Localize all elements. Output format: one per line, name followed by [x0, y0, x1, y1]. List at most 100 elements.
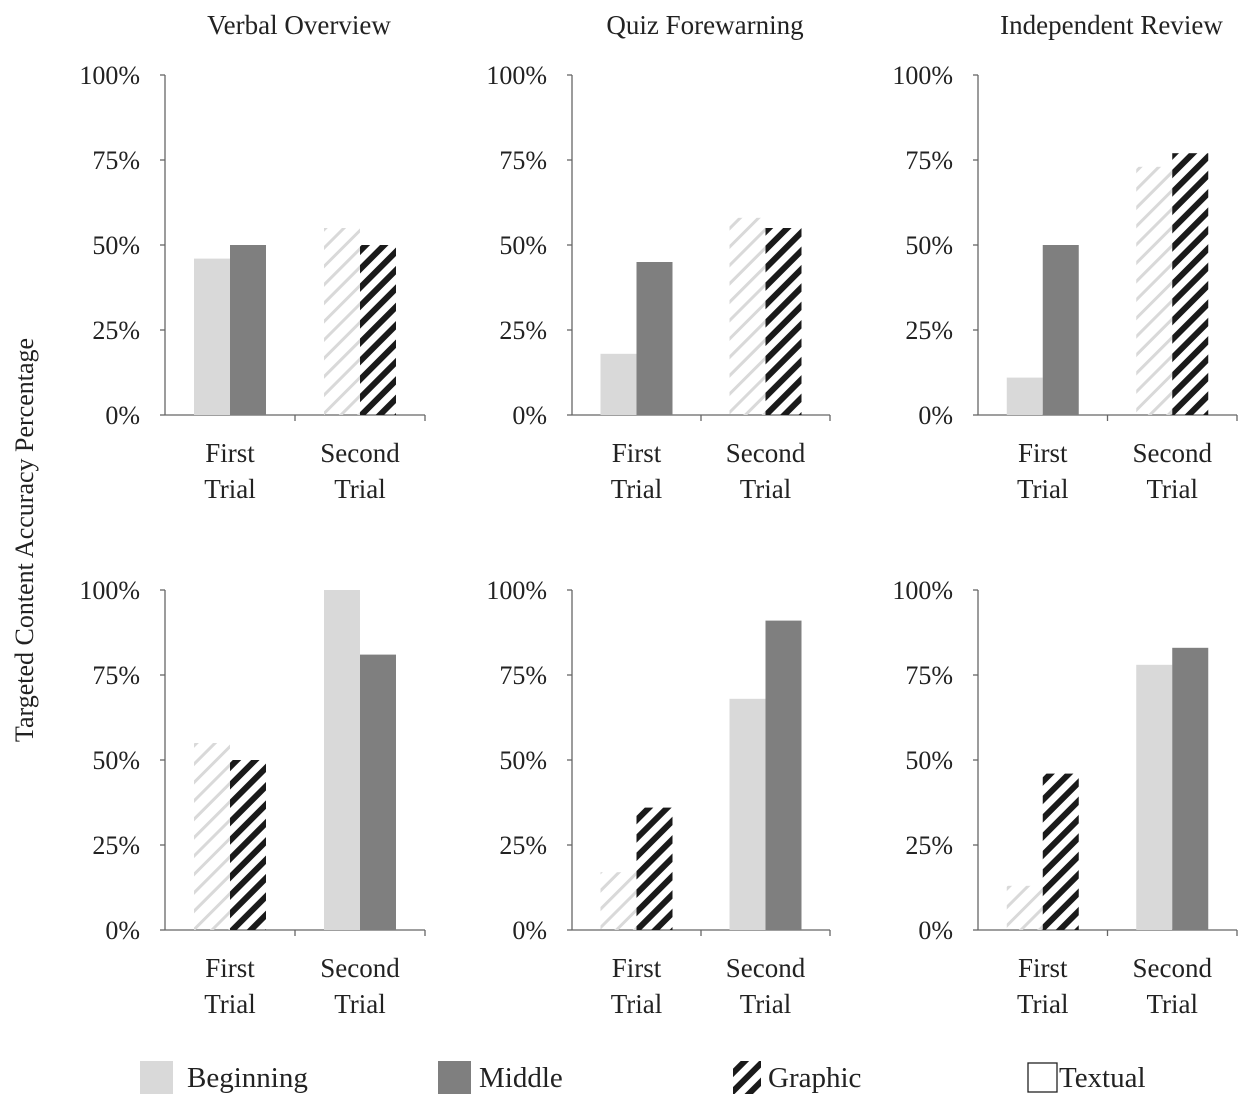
x-category-label: Second Trial [726, 438, 806, 504]
legend-label-beginning: Beginning [187, 1062, 308, 1094]
y-tick-label: 0% [918, 401, 953, 430]
x-category-label-line: Second [320, 438, 400, 468]
x-category-label-line: First [1018, 953, 1068, 983]
x-category-label-line: First [612, 953, 662, 983]
legend: Beginning Middle Graphic Textual [140, 1061, 1146, 1094]
legend-label-textual: Textual [1059, 1062, 1146, 1094]
bar-second-trial-textual [1136, 166, 1173, 415]
panel-5: 0% 25% 50% 75% 100% First Trial Second Trial [486, 576, 831, 1019]
y-tick-label: 50% [499, 746, 547, 775]
legend-label-graphic: Graphic [768, 1062, 861, 1094]
panel-2: Quiz Forewarning 0% 25% 50% 75% 100% First Tria… [486, 10, 831, 504]
x-category-label-line: Second [726, 438, 806, 468]
x-category-label-line: Trial [204, 989, 256, 1019]
bar-second-trial-graphic [765, 228, 802, 415]
x-category-label: First Trial [611, 953, 663, 1019]
y-tick-label: 50% [499, 231, 547, 260]
bar-first-trial-middle [230, 245, 266, 415]
y-tick-label: 50% [905, 746, 953, 775]
y-tick-label: 100% [79, 61, 140, 90]
y-tick-label: 0% [512, 916, 547, 945]
bar-second-trial-graphic [1172, 153, 1209, 415]
y-tick-label: 100% [892, 576, 953, 605]
y-tick-label: 50% [92, 231, 140, 260]
bar-first-trial-middle [636, 262, 673, 415]
bar-second-trial-beginning [729, 698, 766, 930]
legend-swatch-middle [438, 1061, 471, 1094]
legend-swatch-graphic [733, 1061, 761, 1094]
bar-second-trial-beginning [1136, 664, 1173, 930]
y-tick-label: 75% [499, 661, 547, 690]
bar-first-trial-textual [194, 743, 230, 930]
x-category-label-line: Trial [740, 474, 792, 504]
y-tick-label: 100% [79, 576, 140, 605]
bar-first-trial-textual [1006, 885, 1043, 930]
x-category-label: First Trial [204, 438, 256, 504]
panel-3: Independent Review 0% 25% 50% 75% 100% First Tr… [892, 10, 1238, 504]
bar-second-trial-middle [1172, 647, 1209, 930]
bar-second-trial-middle [765, 620, 802, 930]
y-tick-label: 25% [92, 316, 140, 345]
bar-first-trial-beginning [194, 258, 230, 415]
x-category-label-line: Trial [334, 474, 386, 504]
legend-swatch-beginning [140, 1061, 173, 1094]
x-category-label-line: First [205, 438, 255, 468]
x-category-label: First Trial [204, 953, 256, 1019]
y-tick-label: 25% [92, 831, 140, 860]
x-category-label: First Trial [1017, 438, 1069, 504]
x-category-label-line: Trial [334, 989, 386, 1019]
y-tick-label: 25% [499, 316, 547, 345]
x-category-label: Second Trial [1133, 953, 1213, 1019]
bar-first-trial-graphic [636, 807, 673, 930]
bar-first-trial-beginning [600, 353, 637, 415]
bar-first-trial-graphic [1042, 773, 1079, 930]
x-category-label-line: Trial [1017, 474, 1069, 504]
x-category-label-line: Trial [1146, 474, 1198, 504]
panel-title: Verbal Overview [207, 10, 391, 40]
bar-second-trial-middle [360, 654, 396, 930]
x-category-label: Second Trial [320, 953, 400, 1019]
y-tick-label: 50% [905, 231, 953, 260]
x-category-label-line: Trial [204, 474, 256, 504]
bar-second-trial-textual [729, 217, 766, 415]
x-category-label-line: Trial [740, 989, 792, 1019]
panel-1: Verbal Overview 0% 25% 50% 75% 100% First Trial… [79, 10, 426, 504]
x-category-label-line: Second [1133, 438, 1213, 468]
x-category-label: First Trial [1017, 953, 1069, 1019]
y-tick-label: 75% [905, 146, 953, 175]
y-tick-label: 75% [92, 661, 140, 690]
bar-first-trial-beginning [1006, 377, 1043, 415]
y-tick-label: 75% [905, 661, 953, 690]
y-tick-label: 0% [512, 401, 547, 430]
y-tick-label: 0% [918, 916, 953, 945]
x-category-label: First Trial [611, 438, 663, 504]
x-category-label-line: Second [320, 953, 400, 983]
y-tick-label: 25% [905, 316, 953, 345]
bar-first-trial-graphic [230, 760, 266, 930]
panel-title: Independent Review [1000, 10, 1223, 40]
x-category-label: Second Trial [320, 438, 400, 504]
x-category-label-line: Trial [1017, 989, 1069, 1019]
y-tick-label: 75% [499, 146, 547, 175]
x-category-label-line: Trial [611, 989, 663, 1019]
bar-first-trial-middle [1042, 245, 1079, 415]
x-category-label-line: First [205, 953, 255, 983]
x-category-label-line: Second [1133, 953, 1213, 983]
panel-title: Quiz Forewarning [606, 10, 803, 40]
x-category-label-line: Second [726, 953, 806, 983]
x-category-label-line: Trial [611, 474, 663, 504]
x-category-label-line: Trial [1146, 989, 1198, 1019]
x-category-label: Second Trial [726, 953, 806, 1019]
y-tick-label: 100% [486, 576, 547, 605]
panel-6: 0% 25% 50% 75% 100% First Trial Second Trial [892, 576, 1238, 1019]
y-tick-label: 50% [92, 746, 140, 775]
y-axis-label: Targeted Content Accuracy Percentage [10, 338, 39, 742]
y-tick-label: 75% [92, 146, 140, 175]
y-tick-label: 100% [486, 61, 547, 90]
y-tick-label: 0% [105, 916, 140, 945]
y-tick-label: 25% [905, 831, 953, 860]
x-category-label-line: First [612, 438, 662, 468]
legend-swatch-textual [1027, 1062, 1058, 1093]
y-tick-label: 100% [892, 61, 953, 90]
